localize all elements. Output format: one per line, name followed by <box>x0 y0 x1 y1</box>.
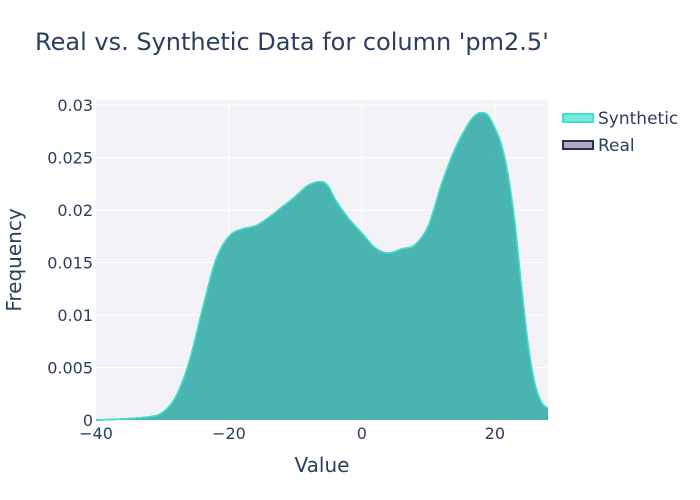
y-tick-label: 0.01 <box>57 306 93 325</box>
y-axis-title: Frequency <box>2 208 26 311</box>
y-tick-label: 0.025 <box>47 149 93 168</box>
y-tick-label: 0.02 <box>57 201 93 220</box>
legend-item-real[interactable]: Real <box>562 136 635 156</box>
legend-item-synthetic[interactable]: Synthetic <box>562 109 678 129</box>
x-axis-title: Value <box>295 453 350 477</box>
x-tick-label: −40 <box>79 424 113 443</box>
y-tick-label: 0.005 <box>47 359 93 378</box>
chart-title: Real vs. Synthetic Data for column 'pm2.… <box>35 28 549 56</box>
x-tick-label: 0 <box>357 424 367 443</box>
legend-swatch-synthetic <box>562 113 594 123</box>
x-tick-label: 20 <box>485 424 505 443</box>
y-tick-label: 0 <box>83 411 93 430</box>
legend-label-synthetic: Synthetic <box>598 109 678 129</box>
y-tick-label: 0.015 <box>47 254 93 273</box>
axes: 0 0.005 0.01 0.015 0.02 0.025 0.03 −40 −20 0 20 <box>47 96 505 443</box>
legend[interactable]: Synthetic Real <box>562 109 678 156</box>
legend-label-real: Real <box>598 136 635 156</box>
series-overlap-shade <box>96 112 548 421</box>
y-tick-label: 0.03 <box>57 96 93 115</box>
series-layer <box>95 111 549 421</box>
x-tick-label: −20 <box>212 424 246 443</box>
series-line-synthetic-top <box>95 111 549 421</box>
legend-swatch-real <box>562 140 594 150</box>
